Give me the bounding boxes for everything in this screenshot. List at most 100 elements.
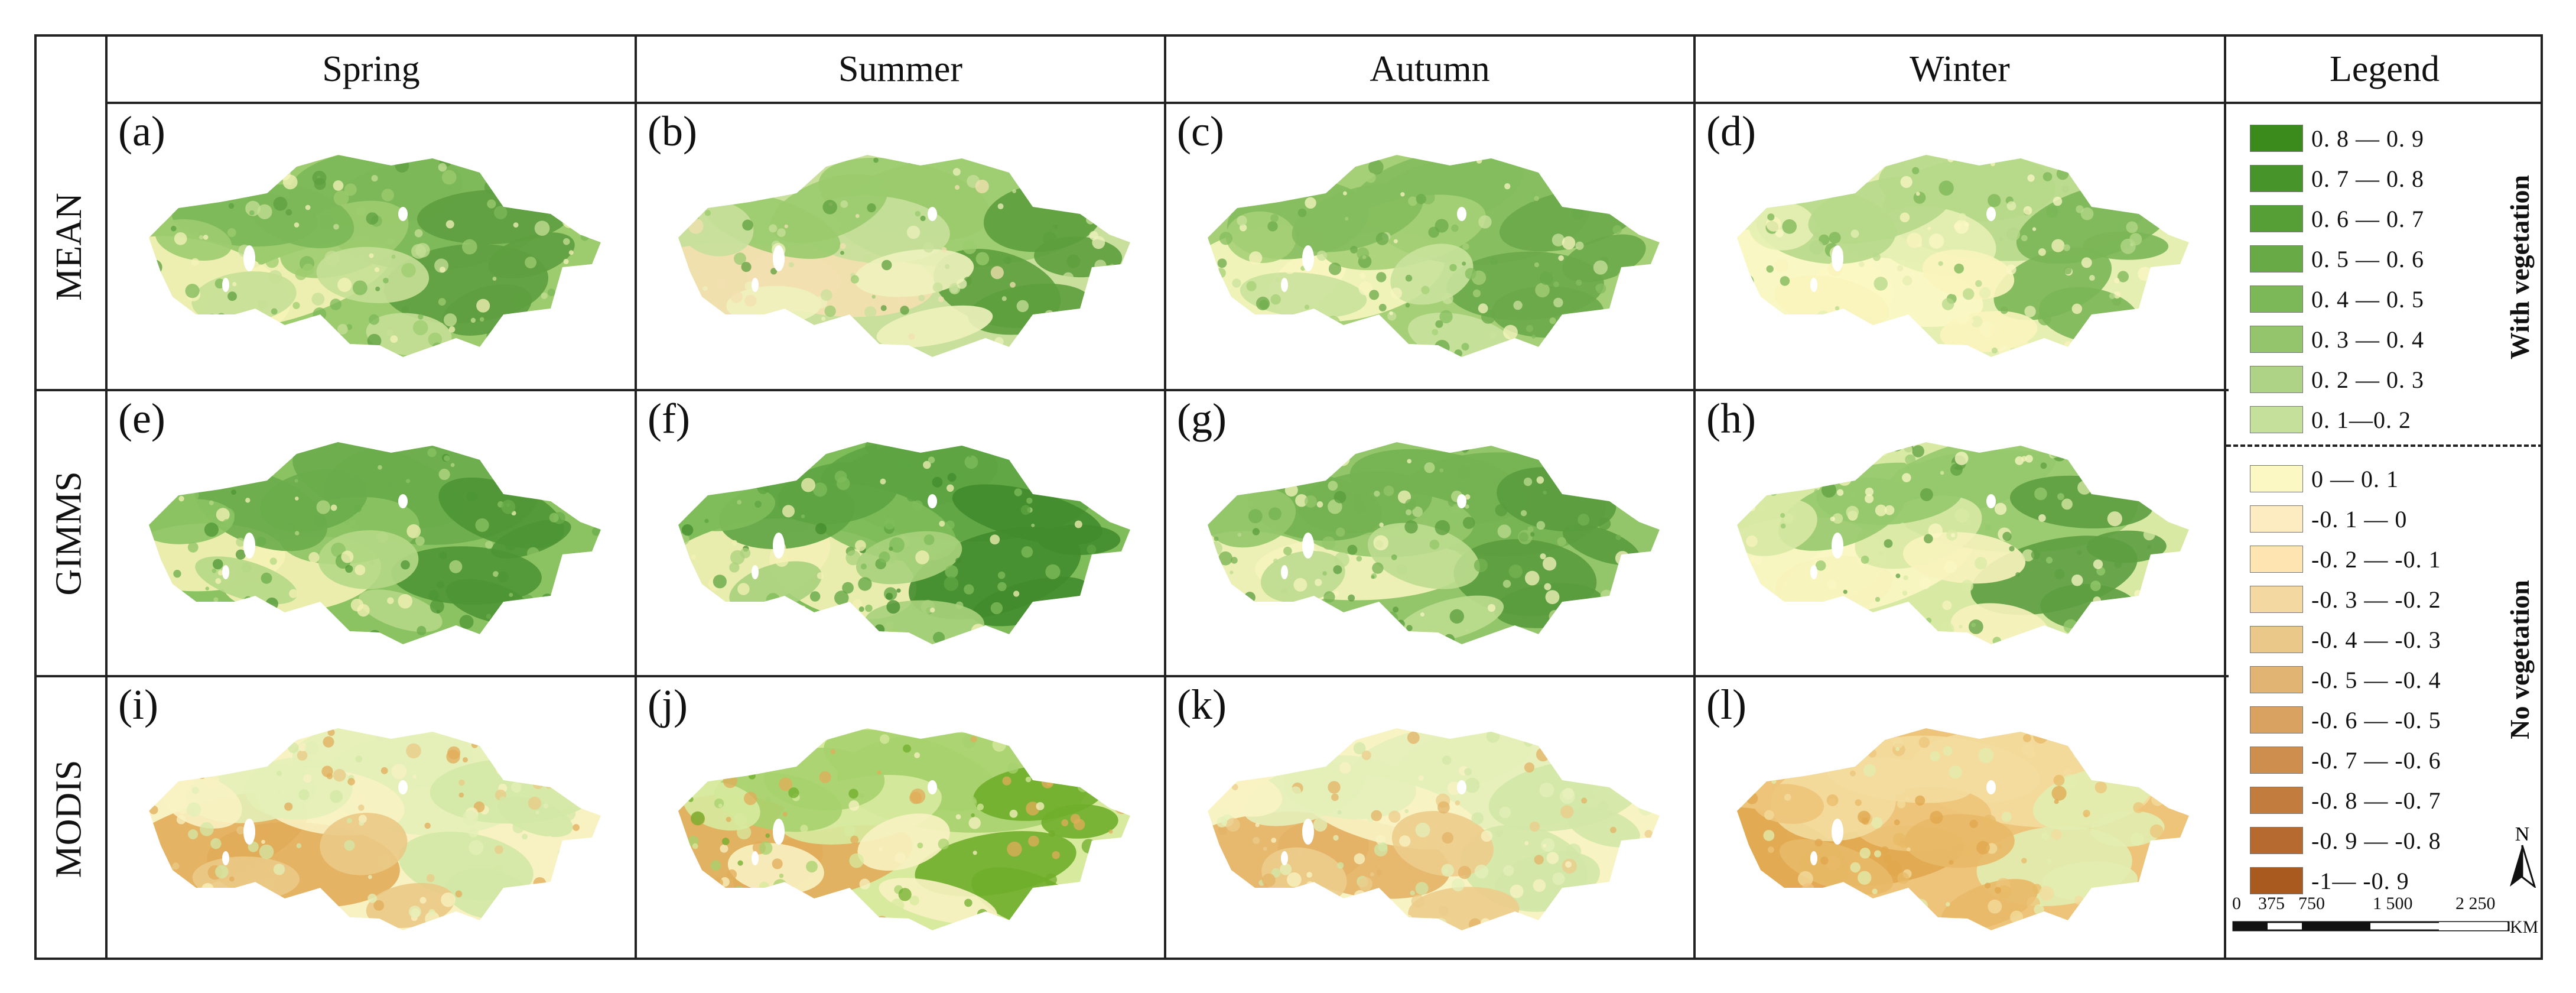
legend-divider	[2226, 444, 2543, 447]
region-map	[149, 442, 601, 644]
legend-swatch	[2250, 285, 2303, 313]
legend-item: -0. 9 — -0. 8	[2250, 823, 2441, 858]
row-header-mean: MEAN	[48, 192, 89, 301]
legend-swatch	[2250, 245, 2303, 272]
map-panel: (e)	[108, 391, 635, 676]
map-panel: (d)	[1696, 104, 2223, 389]
legend-label: 0. 2 — 0. 3	[2311, 366, 2424, 393]
col-header-legend: Legend	[2330, 48, 2440, 89]
region-map	[149, 728, 601, 930]
legend-swatch	[2250, 406, 2303, 433]
legend-swatch	[2250, 546, 2303, 573]
legend-label: -0. 8 — -0. 7	[2311, 787, 2441, 814]
legend-label: 0. 1—0. 2	[2311, 406, 2411, 433]
scale-bar-graphic	[2232, 921, 2510, 932]
region-map	[1208, 728, 1660, 930]
row-divider-1	[34, 389, 2229, 391]
panel-label: (g)	[1177, 395, 1227, 442]
legend-label: -0. 2 — -0. 1	[2311, 546, 2441, 573]
legend-swatch	[2250, 706, 2303, 734]
region-map	[1737, 728, 2189, 930]
legend-swatch	[2250, 205, 2303, 232]
legend-label: 0. 3 — 0. 4	[2311, 326, 2424, 353]
legend-label: 0. 6 — 0. 7	[2311, 205, 2424, 232]
legend-label: -1— -0. 9	[2311, 867, 2409, 894]
col-header-summer: Summer	[838, 48, 963, 89]
scale-tick-2250: 2 250	[2455, 894, 2496, 913]
panel-label: (e)	[118, 395, 165, 442]
legend-label: -0. 1 — 0	[2311, 505, 2408, 533]
map-panel: (g)	[1166, 391, 1693, 676]
legend-item: -0. 2 — -0. 1	[2250, 541, 2441, 577]
row-header-gimms: GIMMS	[48, 470, 89, 596]
row-divider-2	[34, 675, 2229, 677]
legend-label: -0. 3 — -0. 2	[2311, 586, 2441, 613]
map-panel: (c)	[1166, 104, 1693, 389]
col-divider-1	[635, 34, 637, 960]
legend-item: 0. 6 — 0. 7	[2250, 201, 2424, 236]
region-map	[1208, 155, 1660, 357]
legend-swatch	[2250, 326, 2303, 353]
legend: 0. 8 — 0. 9 0. 7 — 0. 8 0. 6 — 0. 7 0. 5 — …	[2226, 104, 2543, 960]
map-panel: (l)	[1696, 677, 2223, 962]
map-panel: (i)	[108, 677, 635, 962]
legend-item: -0. 8 — -0. 7	[2250, 783, 2441, 818]
legend-item: 0. 7 — 0. 8	[2250, 161, 2424, 196]
legend-swatch	[2250, 505, 2303, 533]
region-map	[1737, 442, 2189, 644]
legend-swatch	[2250, 125, 2303, 152]
legend-item: -0. 3 — -0. 2	[2250, 582, 2441, 617]
map-panel: (k)	[1166, 677, 1693, 962]
no-vegetation-label: No vegetation	[2505, 580, 2535, 739]
region-map	[1208, 442, 1660, 644]
legend-label: -0. 4 — -0. 3	[2311, 626, 2441, 653]
panel-label: (a)	[118, 108, 165, 155]
panel-label: (f)	[648, 395, 690, 442]
panel-label: (h)	[1706, 395, 1756, 442]
legend-item: -0. 7 — -0. 6	[2250, 742, 2441, 778]
col-divider-3	[1693, 34, 1696, 960]
panel-label: (i)	[118, 681, 158, 728]
north-label: N	[2515, 823, 2530, 845]
region-map	[678, 442, 1130, 644]
col-header-winter: Winter	[1910, 48, 2010, 89]
col-header-autumn: Autumn	[1370, 48, 1490, 89]
legend-label: 0 — 0. 1	[2311, 465, 2399, 492]
legend-label: -0. 9 — -0. 8	[2311, 827, 2441, 854]
legend-swatch	[2250, 366, 2303, 393]
legend-swatch	[2250, 787, 2303, 814]
legend-item: -1— -0. 9	[2250, 863, 2409, 898]
legend-item: -0. 5 — -0. 4	[2250, 662, 2441, 697]
legend-label: -0. 7 — -0. 6	[2311, 747, 2441, 774]
legend-item: 0. 3 — 0. 4	[2250, 322, 2424, 357]
legend-swatch	[2250, 747, 2303, 774]
map-panel: (h)	[1696, 391, 2223, 676]
panel-label: (d)	[1706, 108, 1756, 155]
row-header-modis: MODIS	[48, 760, 89, 878]
region-map	[678, 155, 1130, 357]
legend-label: 0. 4 — 0. 5	[2311, 285, 2424, 313]
north-arrow-icon: N	[2510, 823, 2536, 888]
col-divider-2	[1164, 34, 1166, 960]
panel-label: (b)	[648, 108, 697, 155]
legend-swatch	[2250, 827, 2303, 854]
legend-swatch	[2250, 626, 2303, 653]
map-panel: (a)	[108, 104, 635, 389]
header-divider	[105, 102, 2543, 104]
panel-label: (j)	[648, 681, 688, 728]
legend-item: 0. 8 — 0. 9	[2250, 121, 2424, 156]
region-map	[149, 155, 601, 357]
col-header-spring: Spring	[322, 48, 420, 89]
legend-item: 0. 1—0. 2	[2250, 402, 2411, 437]
legend-label: 0. 7 — 0. 8	[2311, 165, 2424, 192]
scale-unit: KM	[2510, 917, 2539, 937]
legend-label: 0. 8 — 0. 9	[2311, 125, 2424, 152]
panel-label: (k)	[1177, 681, 1227, 728]
legend-swatch	[2250, 666, 2303, 693]
legend-item: 0 — 0. 1	[2250, 461, 2399, 496]
legend-item: 0. 5 — 0. 6	[2250, 241, 2424, 277]
legend-label: -0. 6 — -0. 5	[2311, 706, 2441, 734]
region-map	[1737, 155, 2189, 357]
legend-swatch	[2250, 165, 2303, 192]
region-map	[678, 728, 1130, 930]
